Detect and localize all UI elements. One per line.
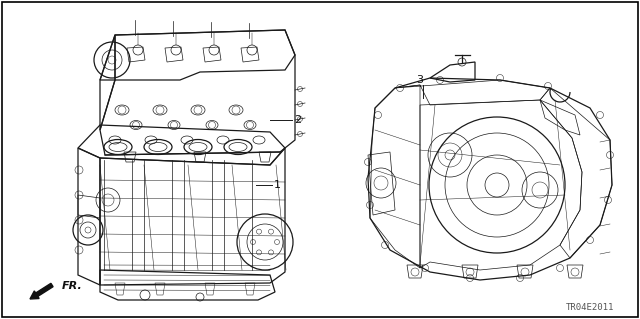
Text: FR.: FR. (62, 281, 83, 291)
FancyArrow shape (30, 283, 53, 299)
Text: TR04E2011: TR04E2011 (566, 303, 614, 313)
Text: 2: 2 (294, 115, 301, 125)
Text: 3: 3 (416, 75, 423, 85)
Text: 1: 1 (274, 180, 281, 190)
